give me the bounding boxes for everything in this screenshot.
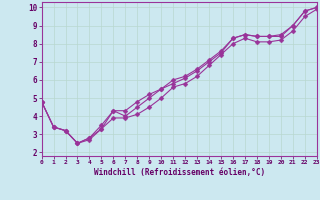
X-axis label: Windchill (Refroidissement éolien,°C): Windchill (Refroidissement éolien,°C) [94,168,265,177]
